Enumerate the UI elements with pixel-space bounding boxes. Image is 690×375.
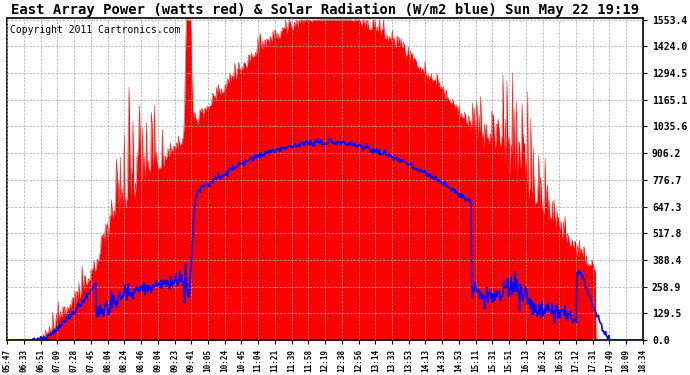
Title: East Array Power (watts red) & Solar Radiation (W/m2 blue) Sun May 22 19:19: East Array Power (watts red) & Solar Rad… xyxy=(11,3,639,17)
Text: Copyright 2011 Cartronics.com: Copyright 2011 Cartronics.com xyxy=(10,24,181,34)
